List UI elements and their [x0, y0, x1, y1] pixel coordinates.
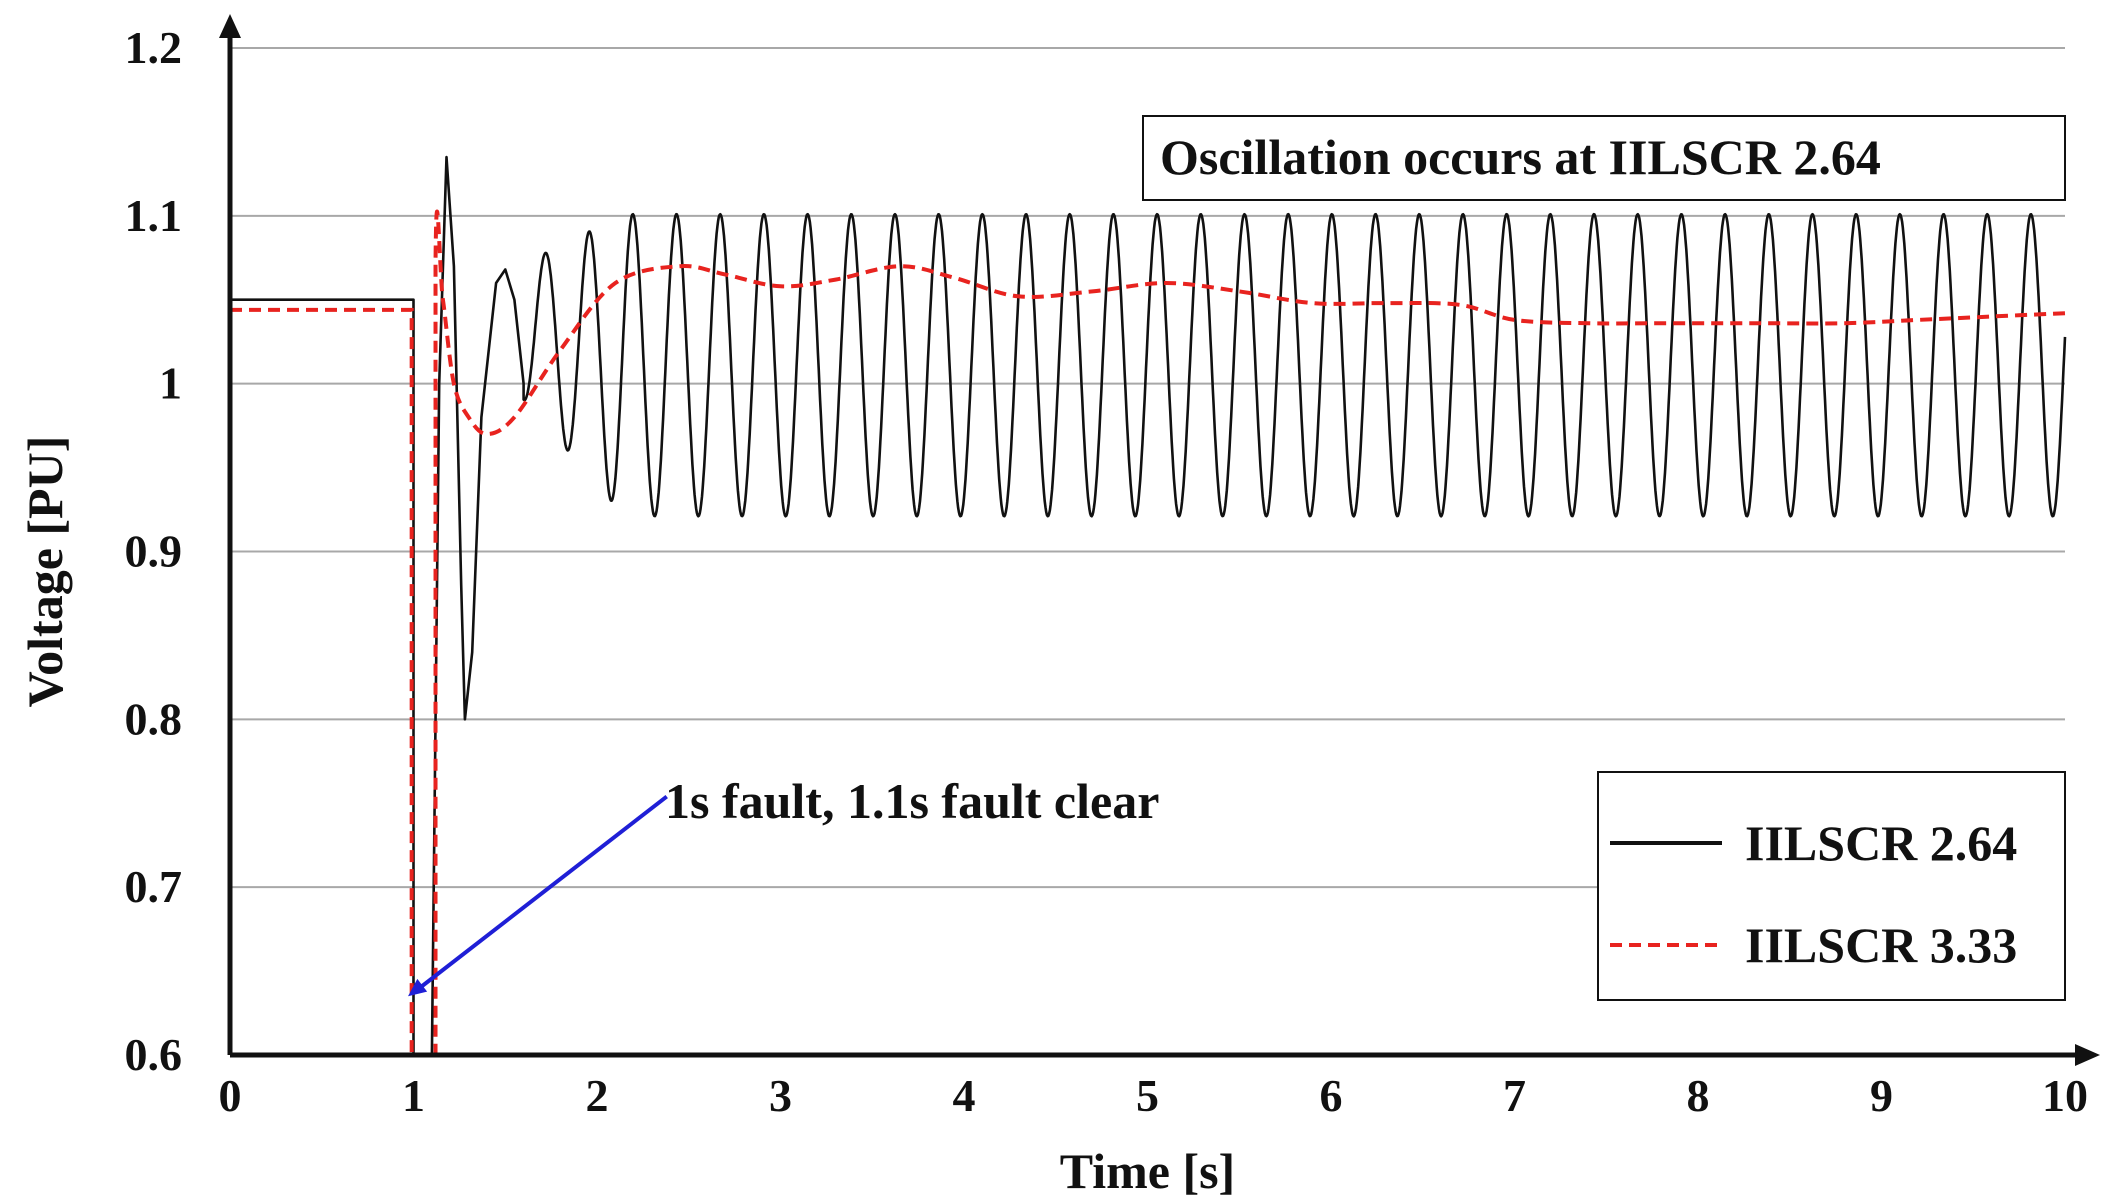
x-tick-label-8: 8	[1687, 1070, 1710, 1121]
fault-annotation-text: 1s fault, 1.1s fault clear	[665, 773, 1159, 829]
tick-labels: 0 1 2 3 4 5 6 7 8 9 10 0.6 0.7 0.8 0.9 1 1.1 1.2	[125, 22, 2089, 1121]
series-layer	[230, 155, 2067, 1057]
oscillation-annotation-box	[1142, 115, 2066, 201]
oscillation-annotation: Oscillation occurs at IILSCR 2.64	[1142, 115, 2066, 201]
series-line-iilscr-3-33	[230, 209, 2066, 1057]
y-tick-label-3: 0.9	[125, 526, 183, 577]
y-tick-label-4: 1	[159, 358, 182, 409]
legend: IILSCR 2.64 IILSCR 3.33	[1597, 771, 2066, 1001]
y-axis-arrowhead	[219, 14, 241, 38]
y-tick-label-2: 0.8	[125, 693, 183, 744]
x-tick-label-10: 10	[2042, 1070, 2088, 1121]
x-tick-label-2: 2	[586, 1070, 609, 1121]
x-tick-label-1: 1	[402, 1070, 425, 1121]
y-tick-label-5: 1.1	[125, 190, 183, 241]
legend-box	[1597, 771, 2066, 1001]
x-tick-label-4: 4	[953, 1070, 976, 1121]
x-tick-label-5: 5	[1136, 1070, 1159, 1121]
fault-annotation: 1s fault, 1.1s fault clear	[407, 773, 1159, 997]
x-tick-label-7: 7	[1503, 1070, 1526, 1121]
x-tick-label-6: 6	[1320, 1070, 1343, 1121]
x-axis-arrowhead	[2075, 1044, 2100, 1066]
y-tick-label-1: 0.7	[125, 861, 183, 912]
axes	[219, 14, 2100, 1066]
x-tick-label-9: 9	[1870, 1070, 1893, 1121]
legend-label-iilscr-3-33: IILSCR 3.33	[1745, 917, 2017, 973]
legend-label-iilscr-2-64: IILSCR 2.64	[1745, 815, 2017, 871]
y-tick-label-0: 0.6	[125, 1029, 183, 1080]
x-axis-title: Time [s]	[1060, 1143, 1235, 1199]
fault-annotation-arrowhead	[407, 978, 428, 997]
fault-annotation-arrow	[416, 794, 668, 991]
y-axis-title: Voltage [PU]	[17, 436, 73, 708]
x-tick-label-3: 3	[769, 1070, 792, 1121]
oscillation-annotation-text: Oscillation occurs at IILSCR 2.64	[1160, 129, 1881, 185]
x-tick-label-0: 0	[219, 1070, 242, 1121]
series-line-iilscr-2-64	[230, 155, 2067, 1057]
y-tick-label-6: 1.2	[125, 22, 183, 73]
